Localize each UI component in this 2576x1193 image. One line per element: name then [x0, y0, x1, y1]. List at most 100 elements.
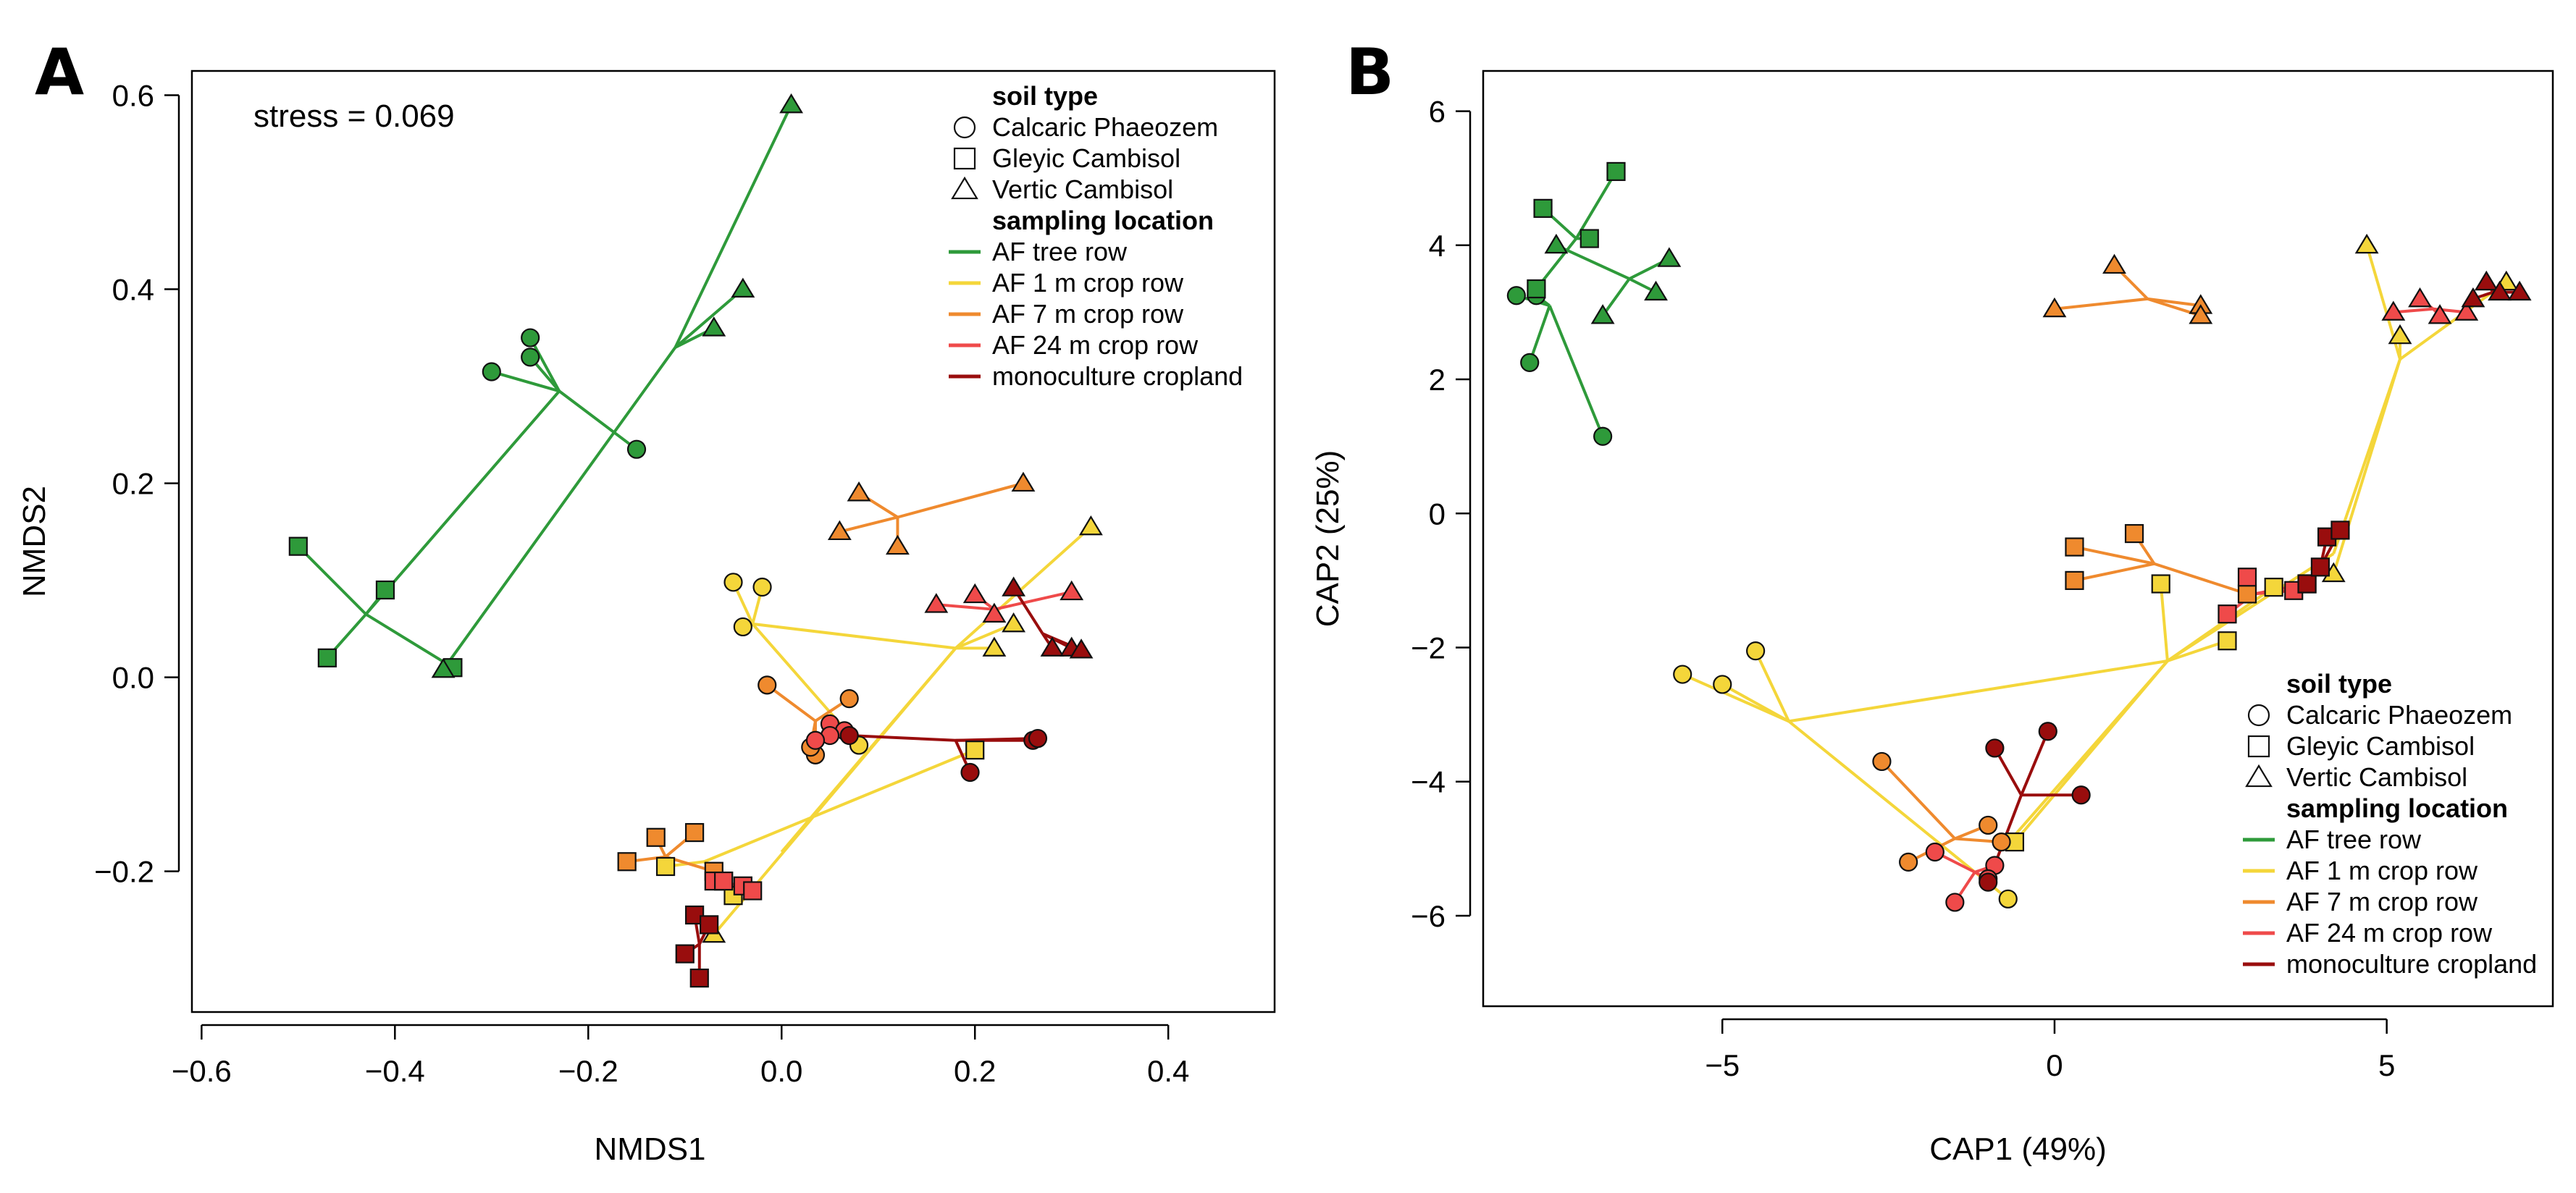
point-m1-square [965, 741, 985, 760]
spider-line-tree [442, 346, 677, 671]
point-tree-circle [626, 439, 647, 459]
y-tick-label: −4 [1411, 765, 1446, 799]
y-tick-label: −0.2 [94, 855, 154, 889]
point-tree-circle [521, 328, 540, 347]
point-tree-triangle [702, 316, 726, 337]
spider-line-mono [849, 734, 956, 742]
spider-line-m1 [1682, 673, 1790, 723]
point-m1-square [655, 856, 676, 877]
y-tick-label: 0.4 [112, 273, 154, 307]
point-m24-triangle [2454, 300, 2479, 321]
legend-circle-marker [953, 116, 976, 139]
point-mono-triangle [2461, 287, 2485, 308]
spider-line-tree [1548, 305, 1604, 437]
legend-location-label: AF 24 m crop row [992, 330, 1199, 360]
legend-location-label: monoculture cropland [2286, 949, 2537, 979]
point-tree-triangle [731, 277, 755, 298]
point-mono-triangle [1002, 576, 1026, 596]
panel-letter: B [1346, 35, 1394, 109]
spider-line-m7 [839, 515, 898, 534]
point-m24-square [2218, 604, 2237, 624]
point-m1-square [2218, 631, 2237, 651]
spider-line-mono [2020, 730, 2050, 796]
legend-soil-label: Calcaric Phaeozem [2286, 700, 2512, 730]
spider-line-m7 [2054, 297, 2148, 311]
legend-location-label: AF 1 m crop row [992, 268, 1184, 298]
point-tree-square [317, 648, 337, 667]
spider-line-m7 [2074, 545, 2155, 565]
legend-soil-title: soil type [992, 81, 1098, 111]
point-mono-circle [2038, 722, 2057, 741]
legend-soil-label: Gleyic Cambisol [2286, 731, 2475, 761]
spider-line-tree [1528, 305, 1551, 363]
spider-line-tree [1574, 170, 1618, 240]
point-m7-square [2124, 523, 2144, 544]
spider-line-m7 [766, 683, 817, 722]
point-tree-circle [482, 362, 501, 381]
x-tick-label: −0.4 [365, 1054, 425, 1088]
legend-soil-label: Gleyic Cambisol [992, 143, 1180, 173]
point-m7-square [2237, 584, 2257, 604]
spider-line-tree [1556, 243, 1630, 280]
point-m24-circle [805, 730, 826, 750]
legend-location-label: AF tree row [2286, 825, 2422, 854]
point-m24-triangle [2408, 287, 2432, 308]
point-mono-triangle [1069, 638, 1094, 659]
point-tree-triangle [1657, 247, 1682, 267]
point-m7-triangle [2189, 304, 2213, 324]
point-m7-triangle [2102, 253, 2126, 274]
point-m7-circle [1992, 832, 2011, 852]
point-mono-square [675, 944, 695, 964]
point-m24-triangle [982, 602, 1007, 623]
point-m24-square [743, 881, 763, 901]
y-tick-label: 0.6 [112, 79, 154, 113]
spider-line-tree [558, 389, 638, 451]
point-m7-square [617, 852, 637, 872]
legend-soil-label: Vertic Cambisol [2286, 762, 2467, 792]
spider-line-tree [1601, 277, 1631, 317]
spider-line-tree [674, 104, 793, 348]
y-tick-label: −6 [1411, 899, 1446, 933]
spider-line-m7 [2153, 562, 2248, 596]
legend-location-label: AF 7 m crop row [2286, 887, 2478, 916]
spider-line-m1 [2013, 659, 2169, 843]
point-m24-triangle [1060, 580, 1084, 601]
spider-line-m24 [994, 590, 1073, 611]
plot-frame [190, 69, 1276, 1013]
point-tree-square [288, 536, 308, 556]
point-m24-triangle [962, 583, 987, 604]
spider-line-m1 [2332, 358, 2401, 575]
point-tree-triangle [1590, 304, 1615, 324]
x-tick-label: 0.2 [954, 1054, 996, 1088]
spider-line-m1 [1754, 650, 1790, 722]
x-axis-label: CAP1 (49%) [1929, 1131, 2107, 1167]
point-m7-circle [758, 675, 777, 695]
point-mono-circle [960, 762, 980, 783]
legend-square-marker [953, 147, 976, 170]
x-tick-label: −0.6 [172, 1054, 232, 1088]
point-mono-circle [1028, 728, 1048, 749]
point-m1-circle [1713, 675, 1732, 694]
point-m1-triangle [982, 636, 1007, 657]
x-tick-label: 0 [2046, 1048, 2063, 1082]
y-tick-label: 0 [1429, 497, 1446, 531]
panel-letter: A [35, 35, 84, 109]
point-mono-triangle [2488, 280, 2512, 301]
point-m7-triangle [847, 481, 871, 502]
spider-line-tree [365, 612, 454, 669]
legend-location-label: AF 24 m crop row [2286, 918, 2493, 948]
point-m7-circle [1979, 815, 1998, 835]
point-m7-triangle [2042, 297, 2067, 318]
x-axis-label: NMDS1 [594, 1131, 705, 1167]
y-tick-label: 2 [1429, 363, 1446, 397]
point-mono-square [2310, 557, 2330, 577]
point-m7-square [2065, 537, 2084, 557]
point-m1-triangle [2388, 324, 2412, 345]
spider-line-tree [297, 545, 367, 615]
point-tree-square [1533, 198, 1553, 218]
point-tree-triangle [1544, 233, 1569, 254]
point-tree-square [1527, 279, 1546, 299]
panel-B: B −5 0 5 −6 −4 −2 0 2 4 6 CAP1 (49%) CAP2 (25%) soil … [1310, 35, 2554, 1167]
